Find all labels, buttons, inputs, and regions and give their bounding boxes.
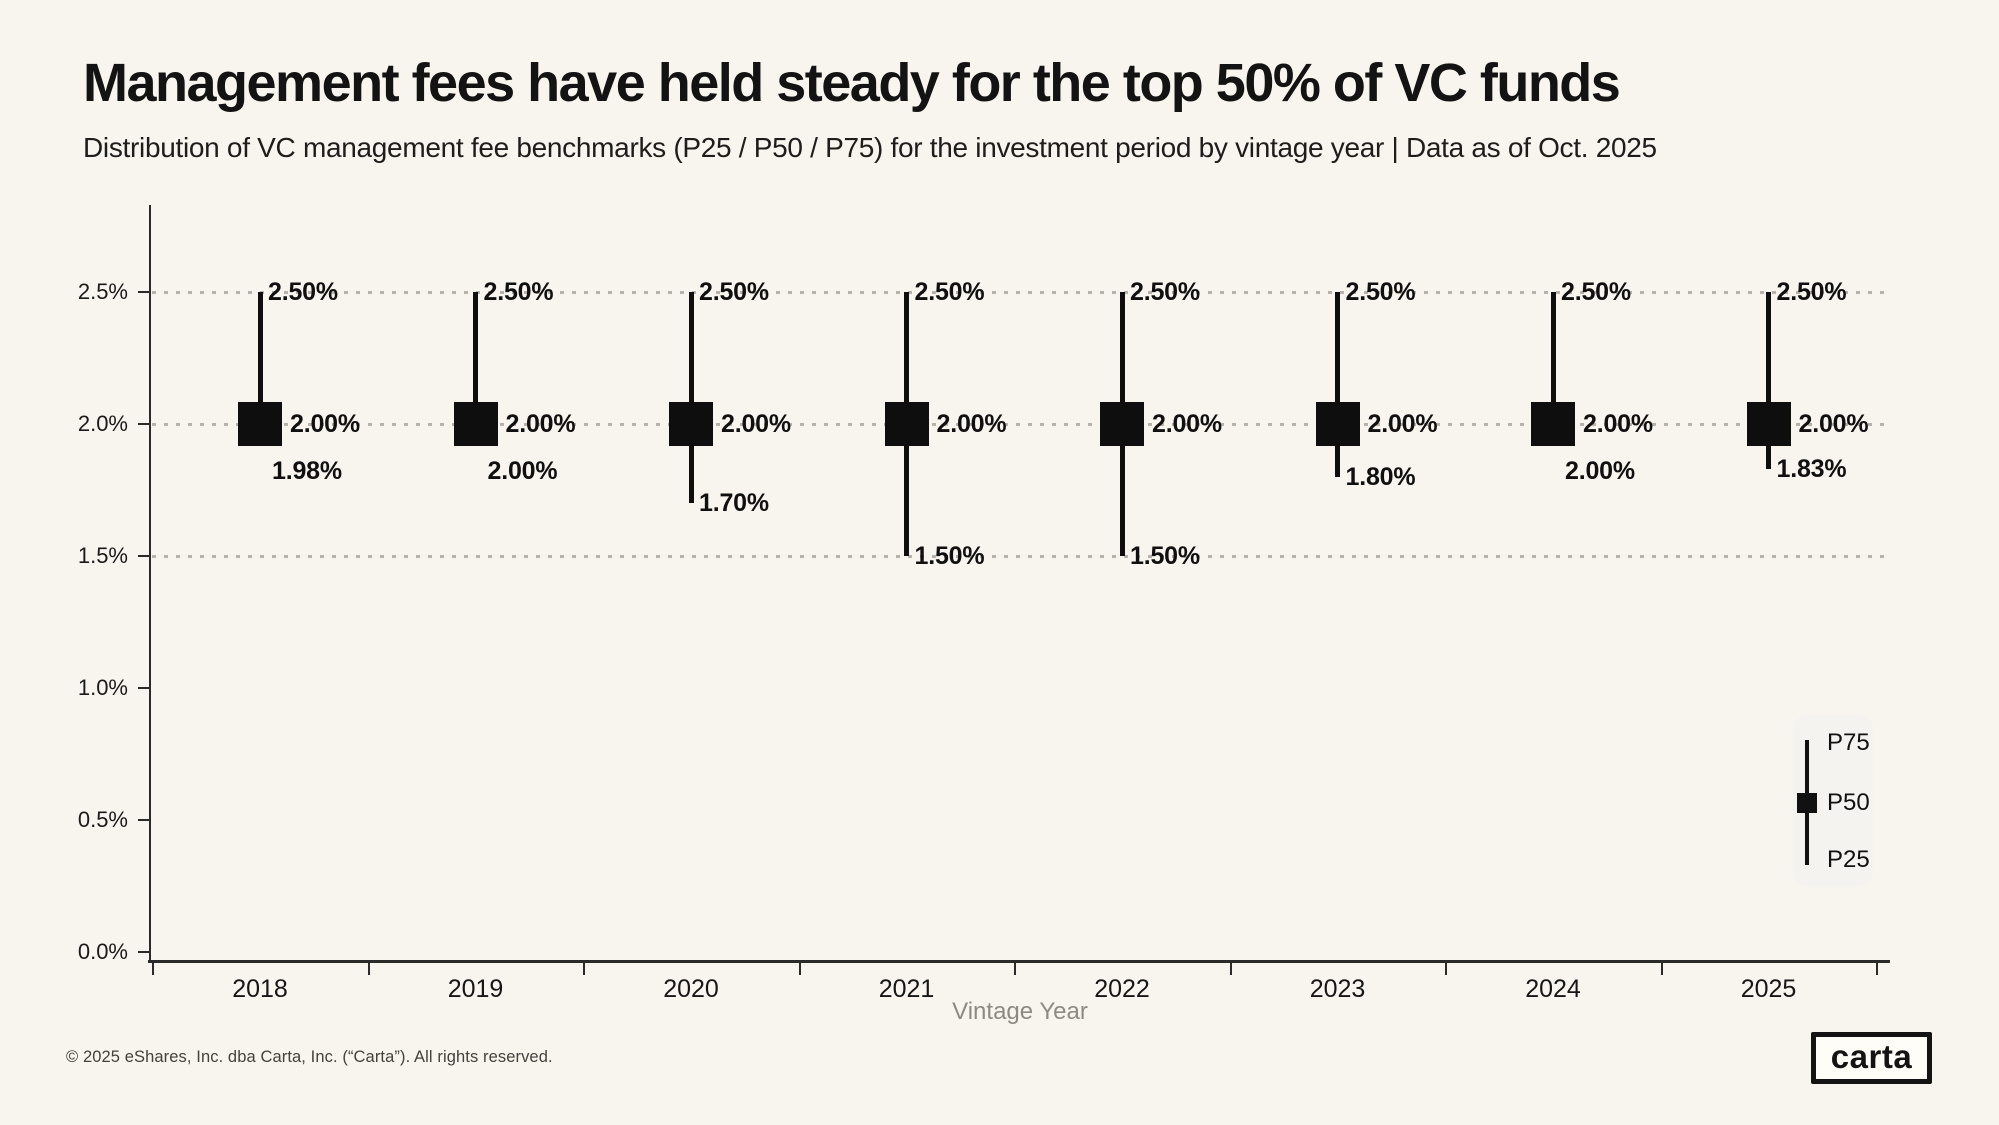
carta-logo-text: carta	[1830, 1037, 1913, 1075]
y-tick-label: 1.0%	[77, 675, 128, 700]
x-axis-line	[148, 960, 1890, 963]
p25-value-label-2025: 1.83%	[1776, 454, 1847, 483]
p25-value-label-2018: 1.98%	[272, 457, 342, 485]
y-tick	[138, 555, 150, 557]
p25-value-label-2021: 1.50%	[914, 542, 985, 570]
y-tick-label: 0.0%	[77, 939, 128, 964]
x-tick-label-2020: 2020	[663, 975, 719, 1003]
carta-logo: carta	[1811, 1032, 1932, 1084]
p75-value-label-2022: 2.50%	[1130, 278, 1200, 306]
whisker-2020	[688, 292, 694, 504]
x-tick-label-2021: 2021	[878, 975, 935, 1003]
x-tick-label-2022: 2022	[1094, 975, 1150, 1003]
p25-value-label-2020: 1.70%	[699, 489, 769, 518]
legend-label-p75: P75	[1827, 729, 1870, 756]
p50-marker-2019	[453, 402, 498, 446]
p50-marker-2020	[669, 402, 713, 446]
p50-value-label-2020: 2.00%	[721, 410, 791, 438]
chart-title: Management fees have held steady for the…	[83, 53, 1621, 113]
p75-value-label-2019: 2.50%	[483, 278, 554, 306]
p50-marker-2022	[1100, 402, 1144, 446]
p50-marker-2024	[1531, 402, 1575, 446]
p75-value-label-2024: 2.50%	[1561, 278, 1631, 306]
y-tick	[138, 687, 150, 689]
x-tick	[1229, 963, 1232, 975]
whisker-2025	[1766, 292, 1771, 469]
x-tick	[367, 963, 370, 975]
p75-value-label-2021: 2.50%	[914, 278, 985, 306]
p50-value-label-2022: 2.00%	[1152, 410, 1222, 438]
x-tick-label-2025: 2025	[1740, 975, 1797, 1003]
p50-value-label-2025: 2.00%	[1798, 410, 1869, 438]
legend-label-p50: P50	[1827, 789, 1870, 816]
y-tick-label: 1.5%	[77, 543, 128, 568]
x-tick	[798, 963, 801, 975]
legend-p50-square	[1797, 793, 1817, 813]
x-tick	[1445, 963, 1448, 975]
y-tick-label: 2.5%	[77, 279, 128, 304]
p75-value-label-2023: 2.50%	[1345, 278, 1416, 306]
x-axis-title: Vintage Year	[952, 998, 1088, 1025]
whisker-2019	[473, 292, 478, 424]
x-tick-label-2019: 2019	[447, 975, 504, 1003]
whisker-2023	[1335, 292, 1340, 477]
x-tick	[583, 963, 586, 975]
copyright-text: © 2025 eShares, Inc. dba Carta, Inc. (“C…	[66, 1048, 553, 1066]
p25-value-label-2023: 1.80%	[1345, 462, 1416, 491]
p50-value-label-2023: 2.00%	[1367, 410, 1438, 438]
whisker-2018	[257, 292, 263, 430]
p25-value-label-2022: 1.50%	[1130, 542, 1200, 570]
y-tick	[138, 423, 150, 425]
p50-marker-2021	[884, 402, 929, 446]
gridline-2.5	[152, 291, 1884, 294]
x-tick	[1014, 963, 1017, 975]
p50-value-label-2021: 2.00%	[936, 410, 1007, 438]
p75-value-label-2018: 2.50%	[268, 278, 338, 306]
x-tick	[1876, 963, 1879, 975]
legend-label-p25: P25	[1827, 846, 1870, 873]
x-tick-label-2018: 2018	[232, 975, 288, 1003]
y-tick	[138, 819, 150, 821]
p50-value-label-2018: 2.00%	[290, 410, 360, 438]
p50-value-label-2024: 2.00%	[1583, 410, 1653, 438]
whisker-2024	[1550, 292, 1556, 424]
p50-marker-2025	[1746, 402, 1791, 446]
y-tick	[138, 951, 150, 953]
p75-value-label-2025: 2.50%	[1776, 278, 1847, 306]
gridline-1.5	[152, 555, 1884, 558]
y-tick-label: 0.5%	[77, 807, 128, 832]
x-tick-label-2024: 2024	[1525, 975, 1581, 1003]
p50-marker-2018	[238, 402, 282, 446]
x-tick	[1660, 963, 1663, 975]
legend: P75 P50 P25	[1793, 715, 1873, 887]
y-axis-line	[149, 205, 151, 962]
p50-value-label-2019: 2.00%	[505, 410, 576, 438]
gridline-2	[152, 423, 1884, 426]
y-tick	[138, 291, 150, 293]
p25-value-label-2024: 2.00%	[1565, 457, 1635, 485]
y-tick-label: 2.0%	[77, 411, 128, 436]
p50-marker-2023	[1315, 402, 1360, 446]
p25-value-label-2019: 2.00%	[487, 457, 558, 485]
p75-value-label-2020: 2.50%	[699, 278, 769, 306]
x-tick-label-2023: 2023	[1309, 975, 1366, 1003]
chart-subtitle: Distribution of VC management fee benchm…	[83, 132, 1657, 163]
x-tick	[152, 963, 155, 975]
